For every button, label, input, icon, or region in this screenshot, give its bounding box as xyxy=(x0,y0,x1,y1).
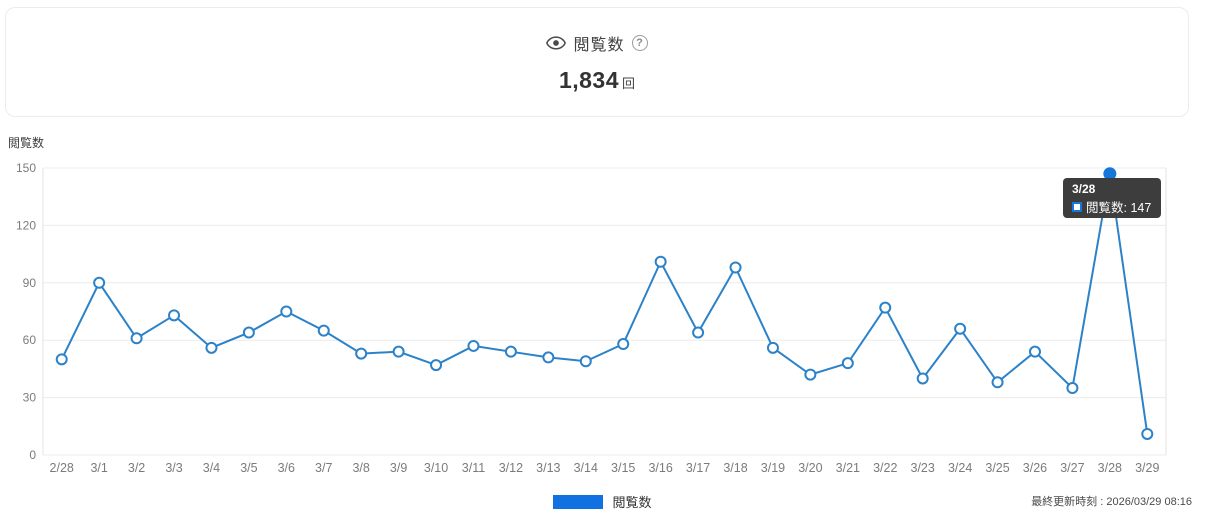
x-tick-label: 3/6 xyxy=(278,461,295,475)
y-tick-label: 60 xyxy=(23,333,37,347)
summary-total-unit: 回 xyxy=(622,75,636,91)
x-tick-label: 3/24 xyxy=(948,461,972,475)
summary-title: 閲覧数 xyxy=(573,36,625,54)
x-tick-label: 3/14 xyxy=(574,461,598,475)
data-point[interactable] xyxy=(467,339,480,352)
y-tick-label: 0 xyxy=(29,448,36,462)
x-tick-label: 3/7 xyxy=(315,461,332,475)
data-point[interactable] xyxy=(130,332,143,345)
data-point[interactable] xyxy=(280,305,293,318)
data-point[interactable] xyxy=(954,322,967,335)
x-tick-label: 3/25 xyxy=(985,461,1009,475)
data-point[interactable] xyxy=(542,351,555,364)
x-tick-label: 3/5 xyxy=(240,461,257,475)
data-point[interactable] xyxy=(355,347,368,360)
data-point[interactable] xyxy=(317,324,330,337)
y-axis-title: 閲覧数 xyxy=(8,136,45,150)
x-tick-label: 3/19 xyxy=(761,461,785,475)
data-point[interactable] xyxy=(841,357,854,370)
data-point[interactable] xyxy=(55,353,68,366)
tooltip-series-value: 閲覧数: 147 xyxy=(1086,201,1152,215)
tooltip-row: 閲覧数: 147 xyxy=(1072,197,1151,216)
data-point[interactable] xyxy=(692,326,705,339)
last-updated-timestamp: 最終更新時刻 : 2026/03/29 08:16 xyxy=(1031,496,1192,508)
data-point[interactable] xyxy=(430,359,443,372)
x-tick-label: 3/22 xyxy=(873,461,897,475)
x-tick-label: 3/23 xyxy=(911,461,935,475)
x-tick-label: 3/26 xyxy=(1023,461,1047,475)
view-count-summary-card: 閲覧数 ? 1,834 回 xyxy=(5,7,1189,117)
x-tick-label: 3/12 xyxy=(499,461,523,475)
x-tick-label: 3/21 xyxy=(836,461,860,475)
x-tick-label: 3/10 xyxy=(424,461,448,475)
x-tick-label: 3/16 xyxy=(648,461,672,475)
x-tick-label: 3/11 xyxy=(462,461,485,475)
x-tick-label: 3/18 xyxy=(723,461,747,475)
legend-label-view-count[interactable]: 閲覧数 xyxy=(612,495,652,510)
x-tick-label: 3/20 xyxy=(798,461,822,475)
tooltip-series-swatch xyxy=(1072,201,1082,212)
x-tick-label: 3/28 xyxy=(1098,461,1122,475)
data-point[interactable] xyxy=(617,338,630,351)
legend-swatch-view-count[interactable] xyxy=(553,494,604,509)
help-icon[interactable]: ? xyxy=(631,34,648,51)
data-point[interactable] xyxy=(1066,382,1079,395)
data-point[interactable] xyxy=(579,355,592,368)
y-tick-label: 150 xyxy=(16,161,36,175)
data-point[interactable] xyxy=(392,345,405,358)
x-tick-label: 3/17 xyxy=(686,461,710,475)
chart-tooltip: 3/28 閲覧数: 147 xyxy=(1063,178,1162,218)
y-tick-label: 120 xyxy=(16,218,36,232)
x-tick-label: 3/9 xyxy=(390,461,407,475)
data-point[interactable] xyxy=(1028,345,1041,358)
data-point[interactable] xyxy=(205,341,218,354)
data-point[interactable] xyxy=(804,368,817,381)
y-tick-label: 90 xyxy=(23,276,37,290)
y-tick-label: 30 xyxy=(23,391,37,405)
data-point[interactable] xyxy=(654,255,667,268)
view-count-line-chart: 0 30 60 90 120 150 2/28 3/1 3/2 3/3 3/4 3/5 3/6 3/7 3/… xyxy=(16,161,1167,475)
chart-legend: 閲覧数 xyxy=(0,492,1205,511)
x-tick-label: 3/3 xyxy=(165,461,182,475)
x-tick-label: 3/2 xyxy=(128,461,145,475)
tooltip-date: 3/28 xyxy=(1072,182,1096,196)
summary-title-row: 閲覧数 ? xyxy=(546,31,648,55)
data-point[interactable] xyxy=(879,301,892,314)
data-point[interactable] xyxy=(93,276,106,289)
data-point[interactable] xyxy=(991,376,1004,389)
series-line-view-count xyxy=(60,173,1149,435)
summary-total-value: 1,834 xyxy=(558,66,620,93)
data-point[interactable] xyxy=(766,341,779,354)
x-tick-label: 3/29 xyxy=(1135,461,1159,475)
data-point[interactable] xyxy=(916,372,929,385)
x-tick-label: 2/28 xyxy=(50,461,74,475)
data-point[interactable] xyxy=(168,309,181,322)
x-tick-label: 3/15 xyxy=(611,461,635,475)
data-point[interactable] xyxy=(729,261,742,274)
x-tick-label: 3/27 xyxy=(1060,461,1084,475)
eye-icon xyxy=(546,35,567,50)
summary-total-row: 1,834 回 xyxy=(559,67,635,94)
x-tick-label: 3/8 xyxy=(352,461,369,475)
x-tick-label: 3/1 xyxy=(90,461,107,475)
x-tick-label: 3/4 xyxy=(203,461,220,475)
data-point[interactable] xyxy=(504,345,517,358)
x-tick-label: 3/13 xyxy=(536,461,560,475)
data-point[interactable] xyxy=(242,326,255,339)
data-point[interactable] xyxy=(1141,427,1154,440)
